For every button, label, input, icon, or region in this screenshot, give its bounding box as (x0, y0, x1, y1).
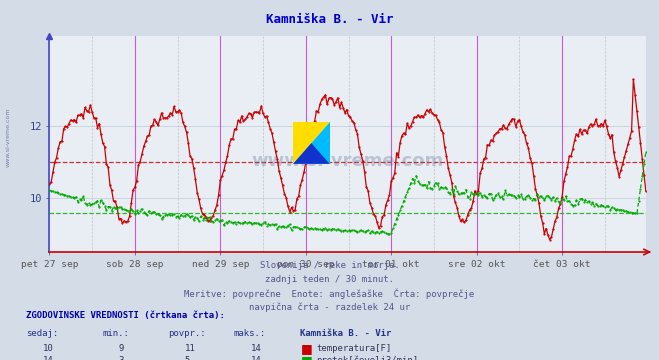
Text: 3: 3 (119, 356, 124, 360)
Polygon shape (293, 143, 330, 164)
Text: ■: ■ (301, 342, 313, 355)
Text: sedaj:: sedaj: (26, 329, 59, 338)
Text: povpr.:: povpr.: (168, 329, 206, 338)
Text: Kamniška B. - Vir: Kamniška B. - Vir (266, 13, 393, 26)
Text: navpična črta - razdelek 24 ur: navpična črta - razdelek 24 ur (249, 302, 410, 311)
Text: min.:: min.: (102, 329, 129, 338)
Text: www.si-vreme.com: www.si-vreme.com (252, 152, 444, 170)
Text: Slovenija / reke in morje.: Slovenija / reke in morje. (260, 261, 399, 270)
Text: 9: 9 (119, 344, 124, 353)
Polygon shape (293, 122, 330, 164)
Text: temperatura[F]: temperatura[F] (316, 344, 391, 353)
Text: pretok[čevelj3/min]: pretok[čevelj3/min] (316, 356, 418, 360)
Text: 11: 11 (185, 344, 195, 353)
Polygon shape (293, 122, 330, 164)
Text: 14: 14 (250, 356, 261, 360)
Text: Meritve: povprečne  Enote: anglešaške  Črta: povprečje: Meritve: povprečne Enote: anglešaške Črt… (185, 288, 474, 299)
Text: zadnji teden / 30 minut.: zadnji teden / 30 minut. (265, 275, 394, 284)
Text: 5: 5 (185, 356, 190, 360)
Text: 10: 10 (43, 344, 53, 353)
Text: 14: 14 (250, 344, 261, 353)
Text: ZGODOVINSKE VREDNOSTI (črtkana črta):: ZGODOVINSKE VREDNOSTI (črtkana črta): (26, 311, 225, 320)
Text: maks.:: maks.: (234, 329, 266, 338)
Text: Kamniška B. - Vir: Kamniška B. - Vir (300, 329, 391, 338)
Text: ■: ■ (301, 354, 313, 360)
Text: 14: 14 (43, 356, 53, 360)
Text: www.si-vreme.com: www.si-vreme.com (6, 107, 11, 167)
